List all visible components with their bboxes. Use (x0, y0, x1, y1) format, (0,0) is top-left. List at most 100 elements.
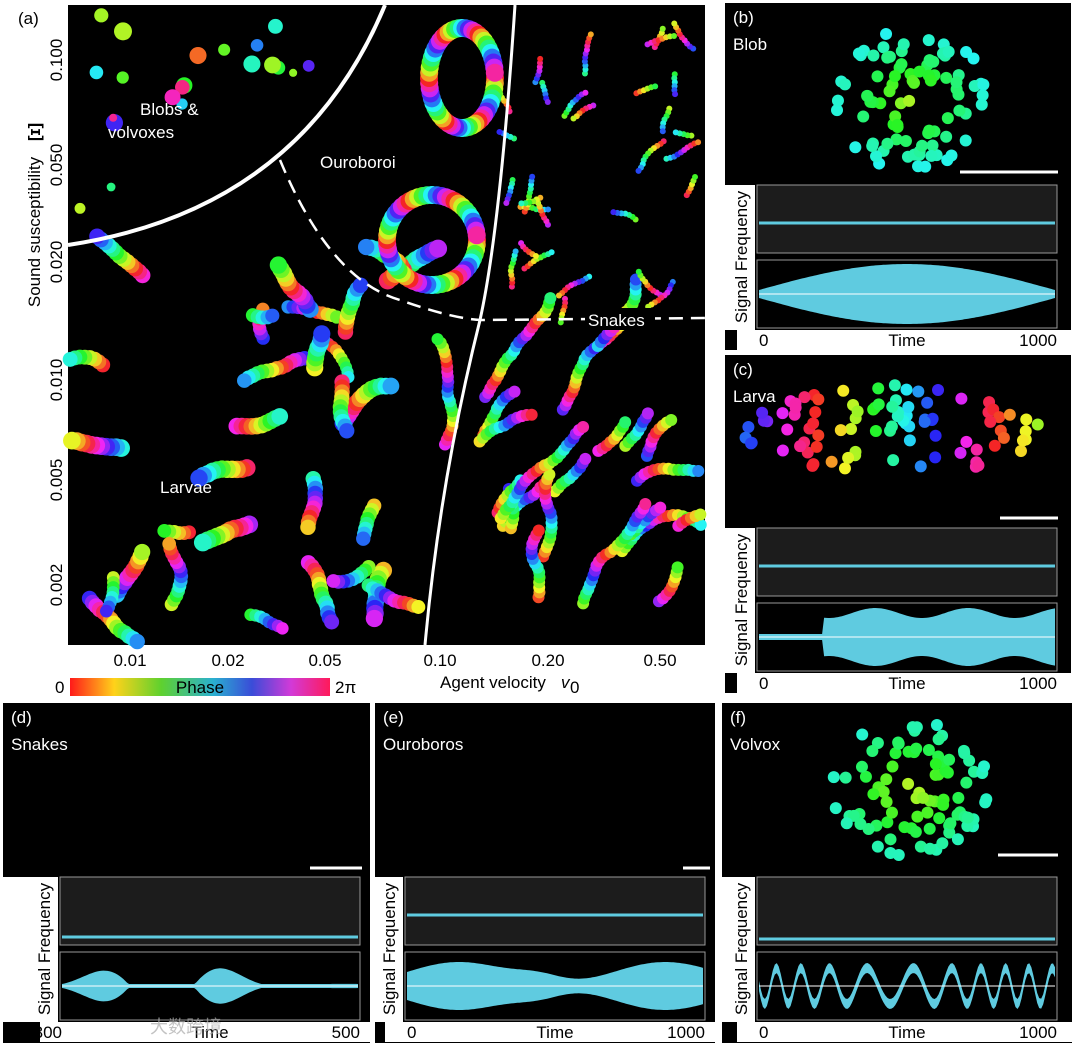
agent (950, 76, 963, 89)
agent (1020, 413, 1033, 426)
agent (944, 817, 957, 830)
agent (1031, 418, 1044, 431)
agent (925, 149, 938, 162)
agent (672, 91, 679, 98)
agent (856, 728, 869, 741)
agent (659, 128, 666, 135)
agent (916, 139, 929, 152)
agent (880, 28, 893, 41)
agent (970, 443, 983, 456)
agent (943, 826, 956, 839)
agent (652, 83, 659, 90)
agent (570, 115, 577, 122)
agent (382, 377, 400, 395)
tick-bg (737, 1022, 1077, 1042)
agent (798, 391, 811, 404)
spectrogram (59, 876, 361, 946)
x-axis-label: Agent velocity (440, 673, 546, 692)
axis-label-bg (722, 877, 755, 1022)
agent (924, 55, 937, 68)
agent (365, 609, 384, 628)
agent (890, 133, 903, 146)
agent (932, 733, 945, 746)
y-tick-label: 0.020 (47, 241, 66, 284)
agent (953, 104, 966, 117)
y-axis-label: Signal Frequency (732, 190, 751, 323)
agent (978, 760, 991, 773)
agent (63, 431, 81, 450)
y-tick-label: 0.050 (47, 144, 66, 187)
agent (812, 429, 825, 442)
agent (867, 49, 880, 62)
tick-bg (737, 330, 1077, 350)
panel-label: (a) (18, 9, 39, 28)
agent (872, 382, 885, 395)
agent (855, 760, 868, 773)
agent (914, 460, 927, 473)
agent (977, 78, 990, 91)
agent (861, 90, 874, 103)
x-tick-label: 0.10 (423, 651, 456, 670)
x-tick-label: 0.50 (643, 651, 676, 670)
agent (961, 811, 974, 824)
agent (555, 292, 562, 299)
agent-blob (189, 46, 207, 65)
agent (587, 31, 594, 38)
agent (872, 398, 885, 411)
agent-blob (114, 22, 132, 41)
x-axis-symbol-sub: 0 (570, 678, 579, 697)
agent (694, 508, 707, 521)
agent (955, 392, 968, 405)
agent-blob (264, 56, 281, 74)
y-tick-label: 0.005 (47, 459, 66, 502)
agent (838, 78, 851, 91)
agent (807, 458, 820, 471)
agent (276, 622, 289, 635)
agent (831, 94, 844, 107)
agent (979, 796, 992, 809)
agent (910, 742, 923, 755)
agent-blob (109, 113, 118, 122)
agent (129, 633, 145, 650)
agent-blob (106, 182, 116, 192)
agent (548, 249, 555, 256)
agent (945, 149, 958, 162)
agent (193, 533, 212, 552)
colorbar-label: Phase (176, 678, 224, 697)
agent-blob (268, 18, 283, 34)
x-tick-label: 1000 (1019, 1023, 1057, 1042)
agent (840, 817, 853, 830)
agent (776, 444, 789, 457)
watermark: 大数跨境 (150, 1017, 222, 1037)
agent (324, 614, 340, 630)
agent (313, 325, 331, 343)
agent (889, 747, 902, 760)
axis-label-bg (375, 877, 403, 1022)
agent (900, 383, 913, 396)
agent (582, 89, 589, 96)
agent (891, 410, 904, 423)
agent (789, 401, 802, 414)
region-label: Ouroboroi (320, 153, 396, 172)
agent (839, 771, 852, 784)
agent (190, 469, 208, 487)
agent (911, 810, 924, 823)
panel-name: Blob (733, 35, 767, 54)
x-axis-label: Time (888, 331, 925, 350)
x-tick-label: 0.20 (531, 651, 564, 670)
x-tick-label: 0.05 (308, 651, 341, 670)
agent (508, 385, 521, 398)
agent (885, 806, 898, 819)
agent (891, 118, 904, 131)
agent (1016, 434, 1029, 447)
agent (888, 70, 901, 83)
agent (339, 423, 355, 439)
agent-blob (94, 8, 109, 23)
agent (745, 437, 758, 450)
panel-label: (f) (730, 708, 746, 727)
agent (957, 744, 970, 757)
agent (903, 434, 916, 447)
agent (1014, 444, 1027, 457)
agent (952, 791, 965, 804)
